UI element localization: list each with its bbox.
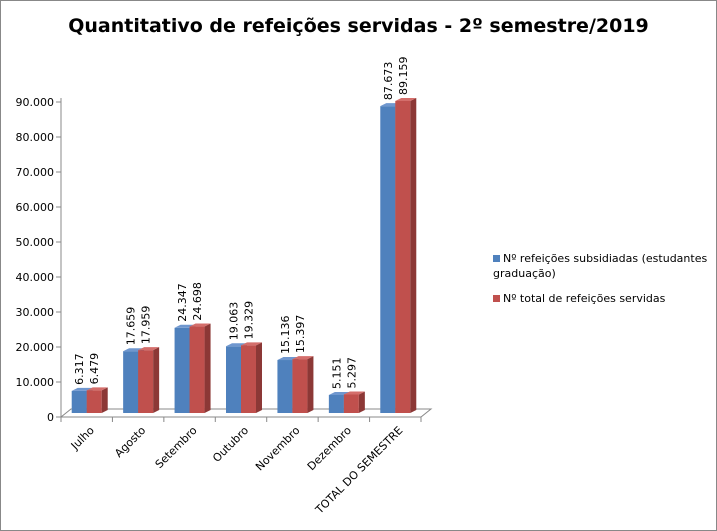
y-tick-label: 40.000	[16, 271, 55, 284]
data-label: 5.297	[345, 357, 358, 389]
data-label: 87.673	[382, 62, 395, 101]
bar-top	[189, 323, 211, 327]
y-tick-label: 50.000	[16, 236, 55, 249]
bar-total	[86, 390, 102, 413]
bar-total	[395, 100, 411, 414]
data-label: 15.397	[294, 315, 307, 354]
bar-subsidiadas	[71, 390, 87, 413]
data-label: 17.659	[125, 307, 138, 346]
y-tick-label: 70.000	[16, 166, 55, 179]
data-label: 15.136	[279, 316, 292, 355]
bar-top	[343, 391, 365, 395]
bar-subsidiadas	[328, 394, 344, 413]
x-tick-label: Setembro	[153, 424, 200, 471]
y-tick-label: 0	[47, 411, 54, 424]
data-label: 6.479	[88, 353, 101, 385]
x-tick-label: Julho	[68, 424, 97, 453]
legend-swatch-blue	[493, 255, 500, 262]
x-tick-label: Novembro	[253, 424, 303, 474]
y-tick-label: 60.000	[16, 201, 55, 214]
data-label: 5.151	[330, 357, 343, 389]
bar-side	[256, 342, 262, 413]
y-tick-label: 20.000	[16, 341, 55, 354]
bar-top	[86, 387, 108, 391]
legend-label: Nº total de refeições servidas	[503, 292, 666, 305]
data-label: 6.317	[73, 353, 86, 385]
legend-item-total: Nº total de refeições servidas	[493, 291, 716, 306]
legend-item-subsidiadas: Nº refeições subsidiadas (estudantes gra…	[493, 251, 716, 281]
bar-side	[307, 356, 314, 413]
data-label: 24.698	[191, 282, 204, 321]
data-label: 89.159	[397, 56, 410, 95]
bar-subsidiadas	[380, 106, 396, 413]
bar-total	[292, 359, 308, 413]
bar-total	[189, 326, 205, 413]
y-tick-label: 30.000	[16, 306, 55, 319]
x-axis-floor	[60, 408, 433, 418]
bar-side	[358, 391, 365, 413]
bar-subsidiadas	[123, 351, 139, 413]
bar-total	[241, 345, 256, 413]
y-tick-label: 80.000	[16, 131, 55, 144]
bar-subsidiadas	[174, 327, 190, 413]
bar-total	[138, 350, 154, 413]
legend-label: Nº refeições subsidiadas (estudantes gra…	[493, 252, 708, 280]
y-tick-label: 10.000	[16, 376, 55, 389]
bar-top	[241, 342, 262, 346]
x-tick-label: Agosto	[112, 424, 148, 460]
bar-top	[395, 97, 417, 101]
x-tick-label: TOTAL DO SEMESTRE	[312, 424, 405, 517]
bar-side	[410, 97, 417, 414]
data-label: 19.063	[228, 302, 241, 341]
legend-swatch-red	[493, 295, 500, 302]
data-label: 17.959	[140, 306, 153, 345]
bar-top	[138, 347, 160, 351]
bar-subsidiadas	[277, 360, 293, 413]
bar-side	[101, 387, 108, 413]
bar-subsidiadas	[226, 346, 241, 413]
data-label: 24.347	[176, 283, 189, 322]
x-tick-label: Dezembro	[305, 424, 354, 473]
chart-title: Quantitativo de refeições servidas - 2º …	[68, 15, 649, 37]
bar-side	[153, 347, 160, 413]
bar-top	[292, 356, 314, 360]
bar-side	[204, 323, 211, 413]
bar-total	[343, 394, 359, 413]
x-tick-label: Outubro	[210, 424, 251, 465]
y-tick-label: 90.000	[16, 96, 55, 109]
data-label: 19.329	[243, 301, 256, 340]
